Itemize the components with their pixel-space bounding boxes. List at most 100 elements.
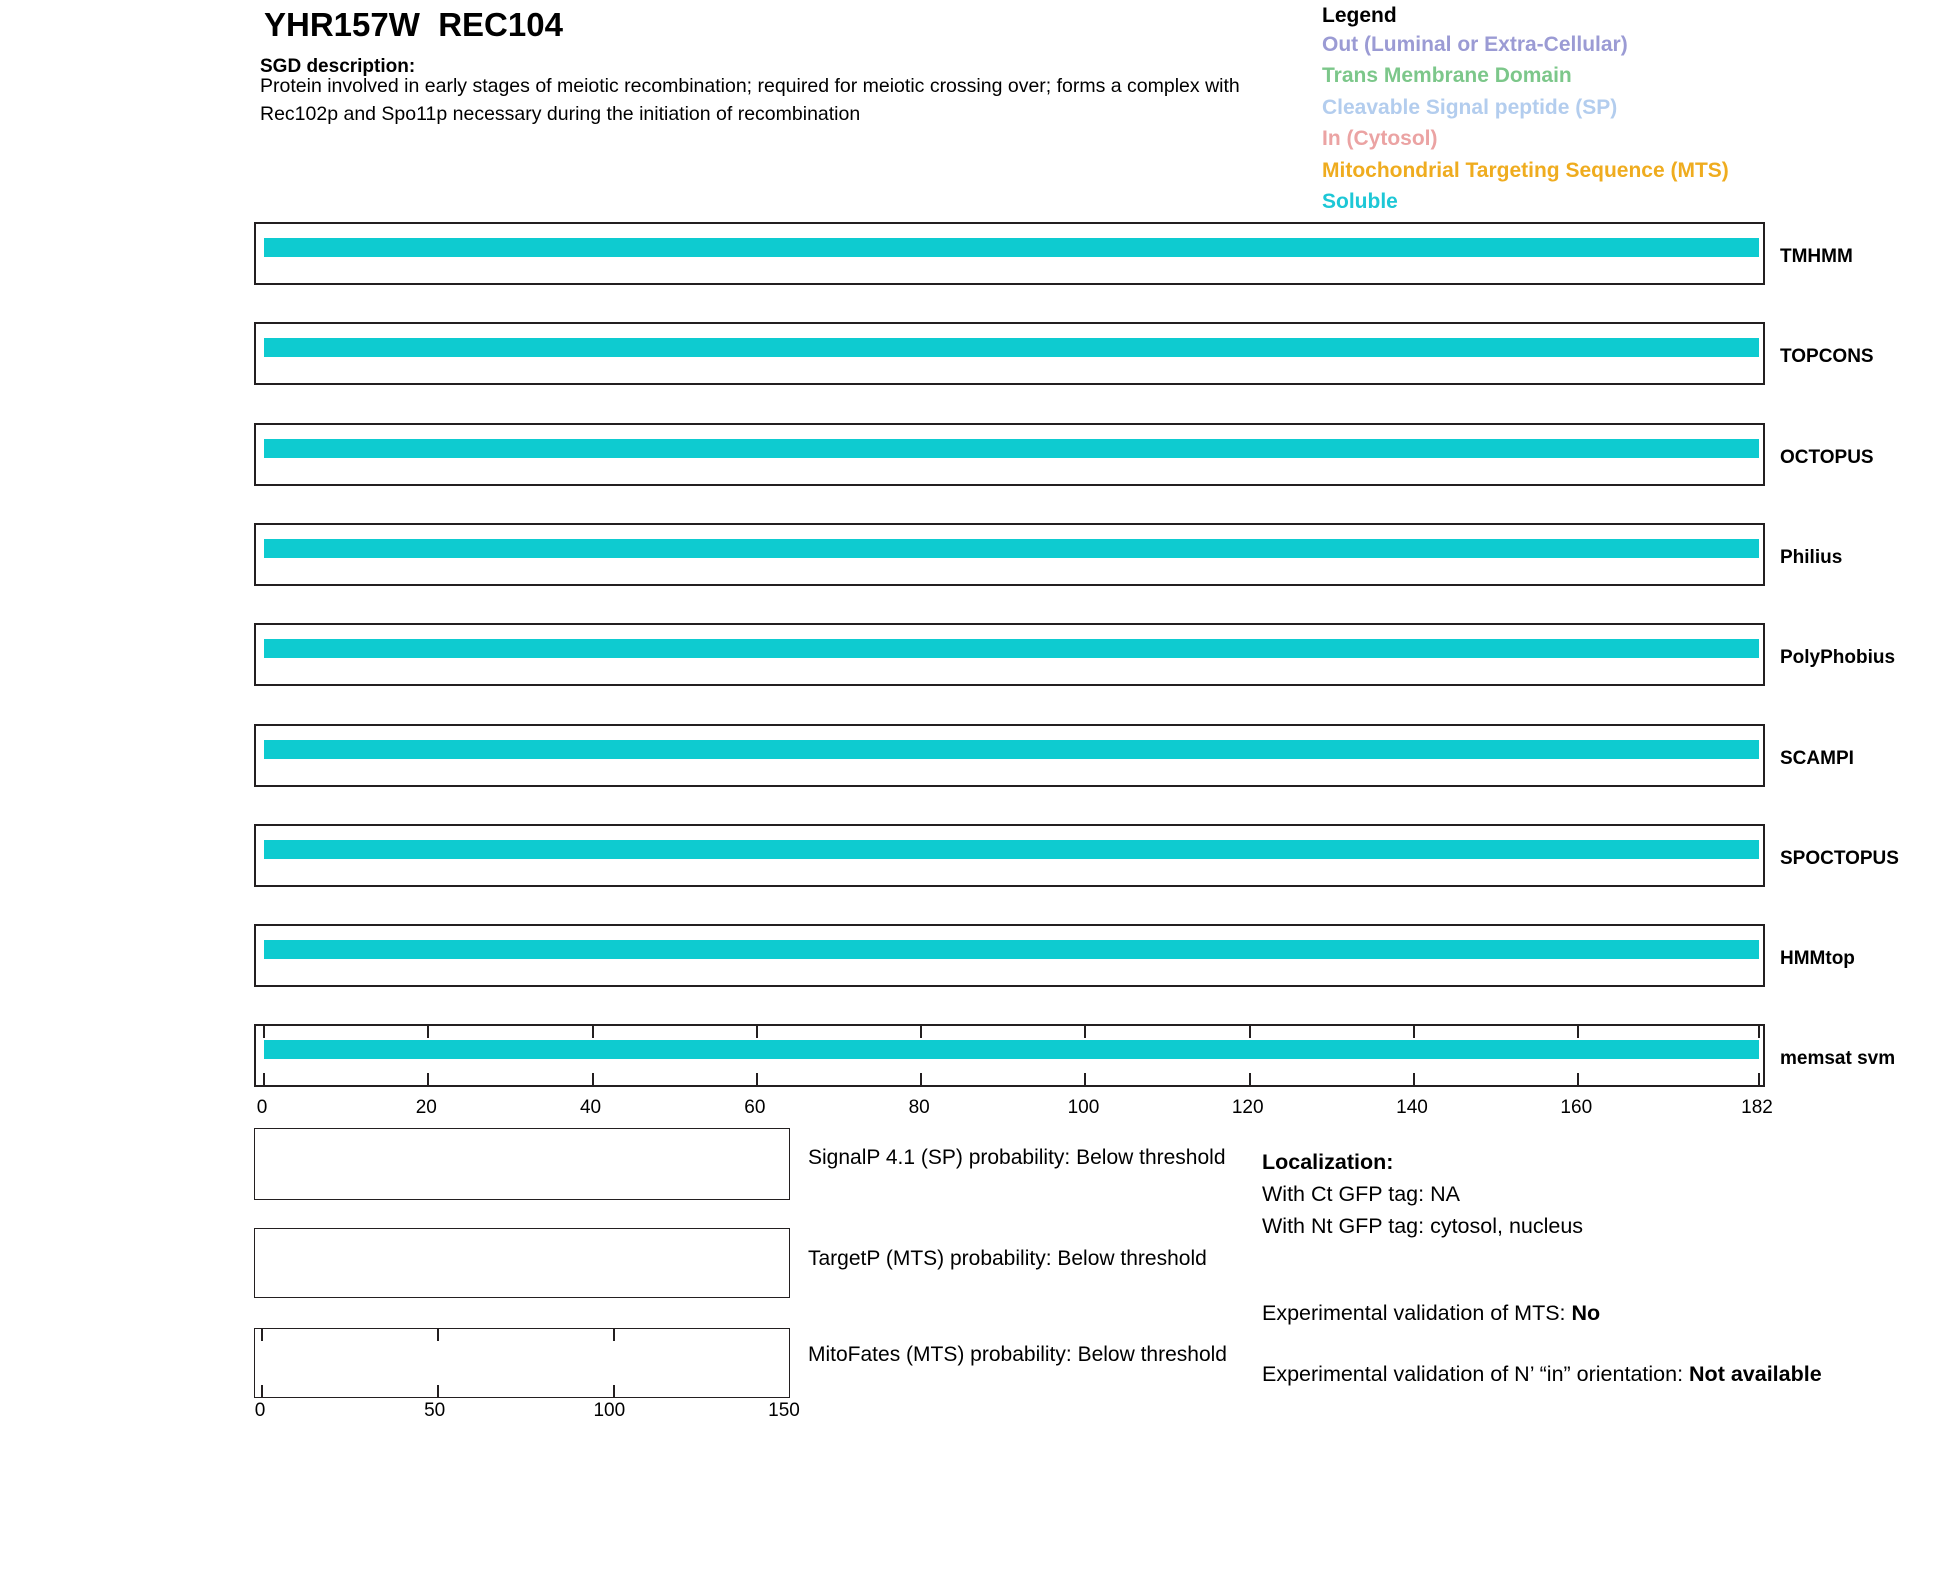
track-label-spoctopus: SPOCTOPUS [1780,848,1899,869]
track-segment-soluble [264,840,1759,859]
mitofates-axis-label-100: 100 [593,1400,626,1421]
localization-panel: Localization: With Ct GFP tag: NA With N… [1262,1146,1902,1242]
prediction-track-hmmtop [254,924,1765,987]
axis-tick-top-140 [1413,1026,1415,1038]
legend-item-out: Out (Luminal or Extra-Cellular) [1322,33,1628,56]
track-label-scampi: SCAMPI [1780,748,1854,769]
mitofates-axis-label-150: 150 [768,1400,800,1421]
axis-tick-top-20 [427,1026,430,1038]
localization-ct-gfp: With Ct GFP tag: NA [1262,1178,1902,1210]
page-title: YHR157W REC104 [264,6,563,43]
axis-tick-top-182 [1758,1026,1760,1038]
sgd-description-label: SGD description: [260,56,416,77]
track-segment-soluble [264,940,1759,959]
exp-mts-label: Experimental validation of MTS: [1262,1301,1566,1325]
track-segment-soluble [264,639,1759,658]
axis-tick-bottom-0 [263,1073,265,1085]
main-axis-label-40: 40 [579,1097,602,1118]
ct-gfp-label: With Ct GFP tag: [1262,1182,1425,1206]
track-segment-soluble [264,740,1759,759]
mitofates-tick-0-bot [261,1385,263,1397]
prediction-track-spoctopus [254,824,1765,887]
main-axis-label-182: 182 [1741,1097,1773,1118]
track-label-tmhmm: TMHMM [1780,246,1853,267]
axis-tick-bottom-100 [1084,1073,1087,1085]
prediction-track-philius [254,523,1765,586]
exp-orient-value: Not available [1689,1362,1822,1386]
axis-tick-bottom-80 [920,1073,923,1085]
prediction-track-scampi [254,724,1765,787]
track-segment-soluble [264,539,1759,558]
prediction-track-polyphobius [254,623,1765,686]
axis-tick-bottom-160 [1577,1073,1580,1085]
targetp-plot-box [254,1228,790,1298]
main-axis-label-0: 0 [256,1097,268,1118]
axis-tick-top-120 [1248,1026,1251,1038]
track-label-hmmtop: HMMtop [1780,948,1855,969]
legend-item-sp: Cleavable Signal peptide (SP) [1322,95,1618,119]
nt-gfp-value: cytosol, nucleus [1430,1214,1584,1238]
mitofates-tick-100-bot [613,1385,615,1397]
experimental-validation-orientation: Experimental validation of N’ “in” orien… [1262,1358,1882,1391]
track-label-polyphobius: PolyPhobius [1780,647,1896,668]
mitofates-axis: 0 50 100 150 [254,1400,800,1424]
legend-item-soluble: Soluble [1322,190,1398,214]
mitofates-tick-50-bot [437,1385,439,1397]
targetp-probability-text: TargetP (MTS) probability: Below thresho… [808,1247,1207,1270]
ct-gfp-value: NA [1430,1182,1460,1206]
mitofates-axis-label-0: 0 [254,1400,266,1421]
mitofates-plot-box [254,1328,790,1398]
axis-tick-bottom-140 [1413,1073,1415,1085]
nt-gfp-label: With Nt GFP tag: [1262,1214,1425,1238]
legend: Legend Out (Luminal or Extra-Cellular) T… [1322,2,1942,217]
main-axis-label-100: 100 [1067,1097,1100,1118]
main-axis-label-20: 20 [415,1097,437,1118]
mitofates-axis-label-50: 50 [424,1400,446,1421]
main-axis-label-60: 60 [744,1097,766,1118]
axis-tick-top-80 [920,1026,923,1038]
mitofates-tick-100-top [613,1329,615,1341]
axis-tick-top-60 [755,1026,758,1038]
main-axis-label-120: 120 [1231,1097,1264,1118]
track-segment-soluble [264,439,1759,458]
axis-tick-top-160 [1577,1026,1580,1038]
axis-tick-top-0 [263,1026,265,1038]
main-axis: 0 20 40 60 80 100 120 140 160 182 [254,1097,1773,1123]
axis-tick-bottom-182 [1758,1073,1760,1085]
signalp-probability-text: SignalP 4.1 (SP) probability: Below thre… [808,1146,1226,1169]
axis-tick-top-40 [591,1026,594,1038]
track-label-memsat-svm: memsat svm [1780,1048,1896,1069]
localization-title: Localization: [1262,1150,1394,1174]
legend-item-mts: Mitochondrial Targeting Sequence (MTS) [1322,158,1729,182]
track-label-topcons: TOPCONS [1780,346,1874,367]
localization-nt-gfp: With Nt GFP tag: cytosol, nucleus [1262,1210,1902,1242]
main-axis-label-80: 80 [908,1097,930,1118]
prediction-track-octopus [254,423,1765,486]
legend-item-in: In (Cytosol) [1322,127,1438,151]
mitofates-tick-0-top [261,1329,263,1341]
exp-orient-label: Experimental validation of N’ “in” orien… [1262,1362,1684,1386]
mitofates-probability-text: MitoFates (MTS) probability: Below thres… [808,1343,1227,1366]
prediction-track-topcons [254,322,1765,385]
legend-title: Legend [1322,4,1397,27]
axis-tick-top-100 [1084,1026,1087,1038]
axis-tick-bottom-60 [755,1073,758,1085]
track-label-octopus: OCTOPUS [1780,447,1874,468]
main-axis-label-140: 140 [1396,1097,1428,1118]
signalp-plot-box [254,1128,790,1200]
experimental-validation-mts: Experimental validation of MTS: No [1262,1298,1922,1328]
axis-tick-bottom-20 [427,1073,430,1085]
prediction-track-memsat-svm [254,1024,1765,1087]
track-segment-soluble [264,1040,1759,1059]
sgd-description-text: Protein involved in early stages of meio… [260,75,1240,125]
track-segment-soluble [264,338,1759,357]
main-axis-label-160: 160 [1560,1097,1593,1118]
track-segment-soluble [264,238,1759,257]
exp-mts-value: No [1571,1301,1601,1325]
axis-tick-bottom-40 [591,1073,594,1085]
legend-item-tmd: Trans Membrane Domain [1322,64,1572,88]
prediction-track-tmhmm [254,222,1765,285]
axis-tick-bottom-120 [1248,1073,1251,1085]
track-label-philius: Philius [1780,547,1843,568]
mitofates-tick-50-top [437,1329,439,1341]
